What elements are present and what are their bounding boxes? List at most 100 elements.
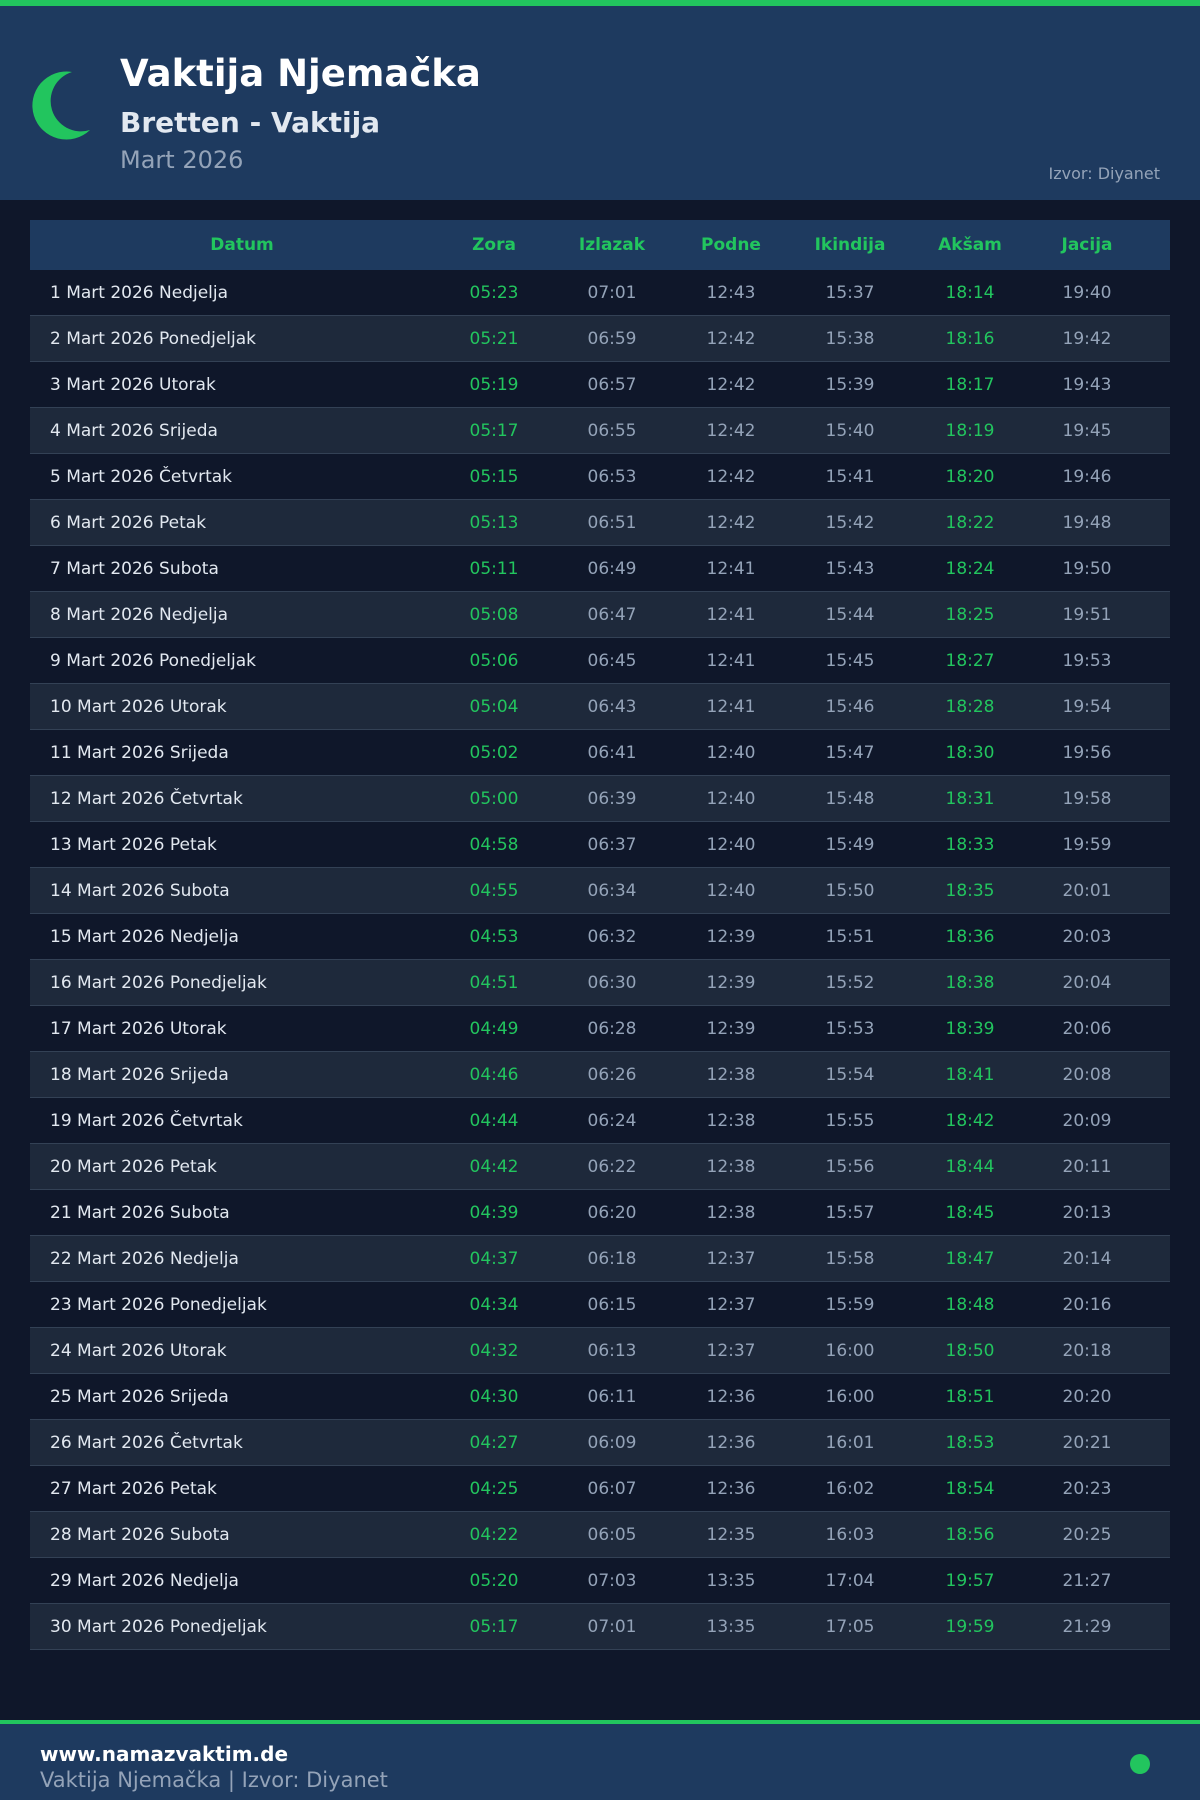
cell-datum: 8 Mart 2026 Nedjelja <box>50 605 229 625</box>
page-header: Vaktija Njemačka Bretten - Vaktija Mart … <box>0 6 1200 200</box>
cell-podne: 12:39 <box>706 973 756 993</box>
top-accent-bar <box>0 0 1200 6</box>
cell-datum: 12 Mart 2026 Četvrtak <box>50 789 243 809</box>
cell-datum: 14 Mart 2026 Subota <box>50 881 230 901</box>
cell-jacija: 20:13 <box>1062 1203 1112 1223</box>
cell-podne: 13:35 <box>706 1571 756 1591</box>
cell-zora: 04:53 <box>469 927 519 947</box>
cell-aksam: 18:33 <box>945 835 995 855</box>
cell-zora: 04:27 <box>469 1433 519 1453</box>
cell-datum: 27 Mart 2026 Petak <box>50 1479 217 1499</box>
cell-datum: 4 Mart 2026 Srijeda <box>50 421 218 441</box>
cell-izlazak: 06:07 <box>587 1479 637 1499</box>
table-row: 13 Mart 2026 Petak 04:58 06:37 12:40 15:49 18… <box>30 822 1170 868</box>
table-row: 5 Mart 2026 Četvrtak 05:15 06:53 12:42 15:41… <box>30 454 1170 500</box>
table-row: 9 Mart 2026 Ponedjeljak 05:06 06:45 12:41 15… <box>30 638 1170 684</box>
column-header-ikindija: Ikindija <box>814 235 886 255</box>
cell-datum: 22 Mart 2026 Nedjelja <box>50 1249 239 1269</box>
cell-datum: 23 Mart 2026 Ponedjeljak <box>50 1295 267 1315</box>
cell-izlazak: 06:47 <box>587 605 637 625</box>
cell-zora: 04:44 <box>469 1111 519 1131</box>
cell-jacija: 20:16 <box>1062 1295 1112 1315</box>
cell-datum: 7 Mart 2026 Subota <box>50 559 219 579</box>
table-row: 15 Mart 2026 Nedjelja 04:53 06:32 12:39 15:5… <box>30 914 1170 960</box>
table-row: 20 Mart 2026 Petak 04:42 06:22 12:38 15:56 18… <box>30 1144 1170 1190</box>
cell-ikindija: 15:47 <box>825 743 875 763</box>
cell-izlazak: 06:57 <box>587 375 637 395</box>
cell-datum: 17 Mart 2026 Utorak <box>50 1019 227 1039</box>
column-header-zora: Zora <box>472 235 516 255</box>
cell-jacija: 20:23 <box>1062 1479 1112 1499</box>
cell-izlazak: 06:28 <box>587 1019 637 1039</box>
cell-jacija: 19:54 <box>1062 697 1112 717</box>
cell-datum: 13 Mart 2026 Petak <box>50 835 217 855</box>
cell-ikindija: 16:00 <box>825 1341 875 1361</box>
column-header-aksam: Akšam <box>938 235 1002 255</box>
cell-datum: 21 Mart 2026 Subota <box>50 1203 230 1223</box>
cell-datum: 6 Mart 2026 Petak <box>50 513 207 533</box>
cell-aksam: 18:19 <box>945 421 995 441</box>
cell-izlazak: 06:39 <box>587 789 637 809</box>
cell-ikindija: 15:51 <box>825 927 875 947</box>
cell-ikindija: 15:41 <box>825 467 875 487</box>
cell-jacija: 20:08 <box>1062 1065 1112 1085</box>
cell-izlazak: 06:18 <box>587 1249 637 1269</box>
cell-ikindija: 15:55 <box>825 1111 875 1131</box>
cell-podne: 12:37 <box>706 1295 756 1315</box>
cell-ikindija: 15:39 <box>825 375 875 395</box>
cell-aksam: 18:51 <box>945 1387 995 1407</box>
cell-aksam: 18:48 <box>945 1295 995 1315</box>
cell-zora: 05:13 <box>469 513 519 533</box>
table-row: 2 Mart 2026 Ponedjeljak 05:21 06:59 12:42 15… <box>30 316 1170 362</box>
cell-zora: 04:34 <box>469 1295 519 1315</box>
cell-izlazak: 07:01 <box>587 283 637 303</box>
cell-ikindija: 15:57 <box>825 1203 875 1223</box>
page-footer: www.namazvaktim.de Vaktija Njemačka | Iz… <box>0 1720 1200 1800</box>
cell-jacija: 20:09 <box>1062 1111 1112 1131</box>
cell-ikindija: 15:37 <box>825 283 875 303</box>
cell-jacija: 20:06 <box>1062 1019 1112 1039</box>
cell-podne: 12:36 <box>706 1433 756 1453</box>
cell-datum: 1 Mart 2026 Nedjelja <box>50 283 229 303</box>
website-link[interactable]: www.namazvaktim.de <box>40 1742 289 1766</box>
page-title: Vaktija Njemačka <box>120 52 481 95</box>
cell-podne: 12:40 <box>706 743 756 763</box>
cell-zora: 04:39 <box>469 1203 519 1223</box>
table-row: 27 Mart 2026 Petak 04:25 06:07 12:36 16:02 18… <box>30 1466 1170 1512</box>
cell-ikindija: 15:50 <box>825 881 875 901</box>
cell-datum: 26 Mart 2026 Četvrtak <box>50 1433 243 1453</box>
table-row: 10 Mart 2026 Utorak 05:04 06:43 12:41 15:46 1… <box>30 684 1170 730</box>
cell-jacija: 20:04 <box>1062 973 1112 993</box>
table-row: 8 Mart 2026 Nedjelja 05:08 06:47 12:41 15:44… <box>30 592 1170 638</box>
cell-datum: 24 Mart 2026 Utorak <box>50 1341 227 1361</box>
table-row: 19 Mart 2026 Četvrtak 04:44 06:24 12:38 15:5… <box>30 1098 1170 1144</box>
cell-zora: 04:30 <box>469 1387 519 1407</box>
cell-izlazak: 06:13 <box>587 1341 637 1361</box>
cell-aksam: 18:14 <box>945 283 995 303</box>
cell-zora: 05:21 <box>469 329 519 349</box>
cell-izlazak: 06:59 <box>587 329 637 349</box>
cell-ikindija: 15:53 <box>825 1019 875 1039</box>
cell-datum: 20 Mart 2026 Petak <box>50 1157 217 1177</box>
cell-jacija: 20:21 <box>1062 1433 1112 1453</box>
cell-jacija: 19:46 <box>1062 467 1112 487</box>
cell-zora: 05:11 <box>469 559 519 579</box>
cell-izlazak: 06:45 <box>587 651 637 671</box>
cell-podne: 13:35 <box>706 1617 756 1637</box>
table-header: Datum Zora Izlazak Podne Ikindija Akšam Jacija <box>30 220 1170 270</box>
cell-zora: 05:02 <box>469 743 519 763</box>
cell-jacija: 20:20 <box>1062 1387 1112 1407</box>
cell-aksam: 18:17 <box>945 375 995 395</box>
cell-ikindija: 15:43 <box>825 559 875 579</box>
cell-podne: 12:39 <box>706 927 756 947</box>
cell-podne: 12:36 <box>706 1479 756 1499</box>
cell-podne: 12:39 <box>706 1019 756 1039</box>
cell-zora: 05:19 <box>469 375 519 395</box>
cell-zora: 05:23 <box>469 283 519 303</box>
cell-ikindija: 17:04 <box>825 1571 875 1591</box>
cell-izlazak: 06:55 <box>587 421 637 441</box>
cell-aksam: 18:35 <box>945 881 995 901</box>
cell-jacija: 21:29 <box>1062 1617 1112 1637</box>
cell-datum: 29 Mart 2026 Nedjelja <box>50 1571 239 1591</box>
cell-podne: 12:40 <box>706 835 756 855</box>
